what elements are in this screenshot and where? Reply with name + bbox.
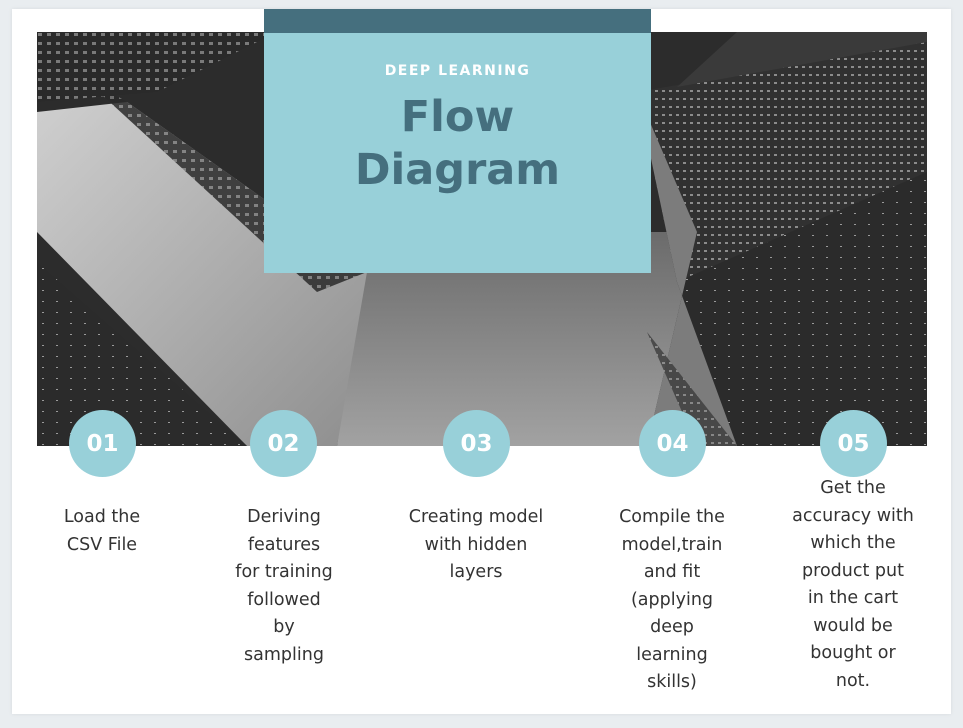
title-card: DEEP LEARNING Flow Diagram [264, 33, 651, 273]
title-accent-band [264, 9, 651, 33]
step-description-4: Compile the model,train and fit (applyin… [619, 507, 725, 692]
step-description-1: Load the CSV File [63, 507, 141, 555]
step-number-badge-4: 04 [639, 410, 706, 477]
step-description-2: Deriving features for training followed … [235, 507, 333, 665]
step-number-badge-5: 05 [820, 410, 887, 477]
step-description-5: Get the accuracy with which the product … [792, 478, 914, 691]
title-kicker: DEEP LEARNING [384, 63, 531, 79]
step-description-3: Creating model with hidden layers [408, 507, 544, 582]
step-number-badge-3: 03 [443, 410, 510, 477]
page-title: Flow Diagram [354, 92, 561, 195]
step-number-badge-2: 02 [250, 410, 317, 477]
step-number-badge-1: 01 [69, 410, 136, 477]
